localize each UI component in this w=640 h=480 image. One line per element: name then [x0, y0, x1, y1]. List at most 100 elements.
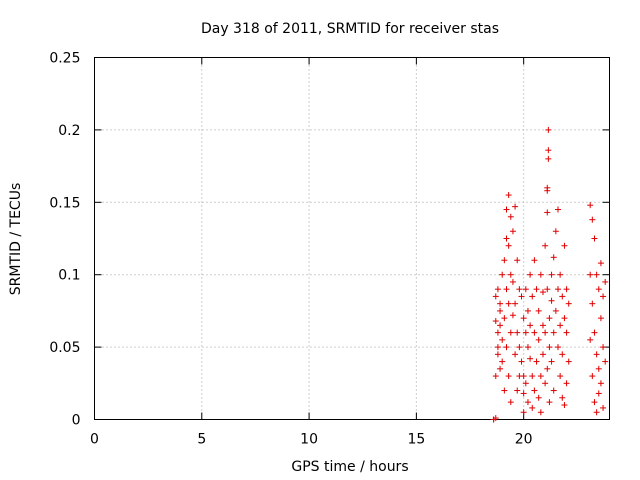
data-point: [589, 373, 596, 380]
data-point: [501, 315, 508, 322]
data-point: [587, 336, 594, 343]
y-tick-label: 0.2: [58, 123, 80, 139]
data-point: [529, 293, 536, 300]
data-point: [559, 293, 566, 300]
data-point: [555, 206, 561, 213]
data-point: [507, 399, 514, 406]
data-point: [565, 358, 572, 365]
data-point: [531, 329, 538, 336]
data-point: [600, 404, 607, 411]
data-point: [595, 390, 602, 397]
data-point: [535, 307, 542, 314]
data-point: [561, 315, 568, 322]
data-point: [518, 358, 525, 365]
data-point: [499, 358, 506, 365]
data-point: [593, 409, 600, 416]
data-point: [514, 387, 521, 394]
data-point: [527, 355, 534, 362]
data-point: [501, 387, 508, 394]
x-axis-label: GPS time / hours: [291, 459, 408, 475]
data-point: [550, 254, 557, 261]
data-point: [522, 286, 529, 293]
data-point: [542, 329, 549, 336]
data-point: [529, 373, 536, 380]
data-point: [591, 399, 598, 406]
x-tick-label: 20: [515, 432, 533, 448]
data-point: [512, 300, 519, 307]
x-tick-label: 5: [197, 432, 206, 448]
data-point: [501, 257, 508, 264]
data-point: [597, 260, 604, 267]
data-point: [499, 336, 506, 343]
data-point: [563, 380, 570, 387]
data-point: [509, 228, 516, 235]
data-point: [545, 126, 552, 133]
y-tick-label: 0.15: [49, 195, 80, 211]
y-tick-label: 0.25: [49, 51, 80, 67]
data-point: [548, 297, 555, 304]
data-point: [518, 293, 525, 300]
data-point: [600, 344, 607, 351]
data-point: [492, 293, 499, 300]
plot-frame: [94, 57, 610, 420]
data-point: [494, 286, 501, 293]
data-point: [524, 307, 531, 314]
data-point: [492, 415, 499, 422]
data-point: [589, 216, 596, 223]
data-point: [520, 315, 527, 322]
data-point: [507, 329, 514, 336]
data-point: [497, 307, 504, 314]
data-point: [597, 380, 604, 387]
data-point: [563, 329, 570, 336]
data-point: [522, 380, 529, 387]
data-point: [587, 202, 594, 209]
data-point: [492, 318, 499, 325]
data-point: [503, 286, 510, 293]
data-point: [591, 235, 598, 242]
data-point: [544, 365, 551, 372]
data-point: [520, 409, 527, 416]
data-point: [595, 365, 602, 372]
data-point: [539, 289, 546, 296]
data-point: [552, 307, 559, 314]
data-point: [494, 351, 501, 358]
data-point: [529, 404, 536, 411]
data-point: [512, 351, 519, 358]
data-point: [593, 351, 600, 358]
data-point: [546, 399, 553, 406]
data-point: [557, 271, 564, 278]
data-point: [503, 344, 510, 351]
data-point: [542, 242, 549, 249]
data-points: [490, 126, 609, 423]
data-point: [544, 184, 551, 191]
data-point: [527, 271, 534, 278]
data-point: [531, 257, 538, 264]
data-point: [539, 322, 546, 329]
data-point: [555, 344, 561, 351]
axis-ticks: 0 5 10 15 20 0 0.05 0.1 0.15 0.2 0.25: [49, 51, 610, 448]
data-point: [559, 394, 566, 401]
data-point: [516, 286, 523, 293]
data-point: [561, 242, 568, 249]
data-point: [542, 380, 549, 387]
data-point: [552, 228, 559, 235]
data-point: [545, 147, 552, 154]
x-tick-label: 10: [300, 432, 318, 448]
data-point: [520, 390, 527, 397]
data-point: [535, 336, 542, 343]
data-point: [514, 257, 521, 264]
data-point: [535, 394, 542, 401]
data-point: [600, 293, 607, 300]
data-point: [507, 213, 514, 220]
data-point: [563, 286, 570, 293]
data-point: [561, 402, 568, 409]
data-point: [545, 155, 552, 162]
data-point: [509, 278, 516, 285]
data-point: [524, 344, 531, 351]
data-point: [499, 271, 506, 278]
data-point: [533, 286, 540, 293]
data-point: [497, 300, 504, 307]
data-point: [546, 315, 553, 322]
data-point: [509, 312, 516, 319]
